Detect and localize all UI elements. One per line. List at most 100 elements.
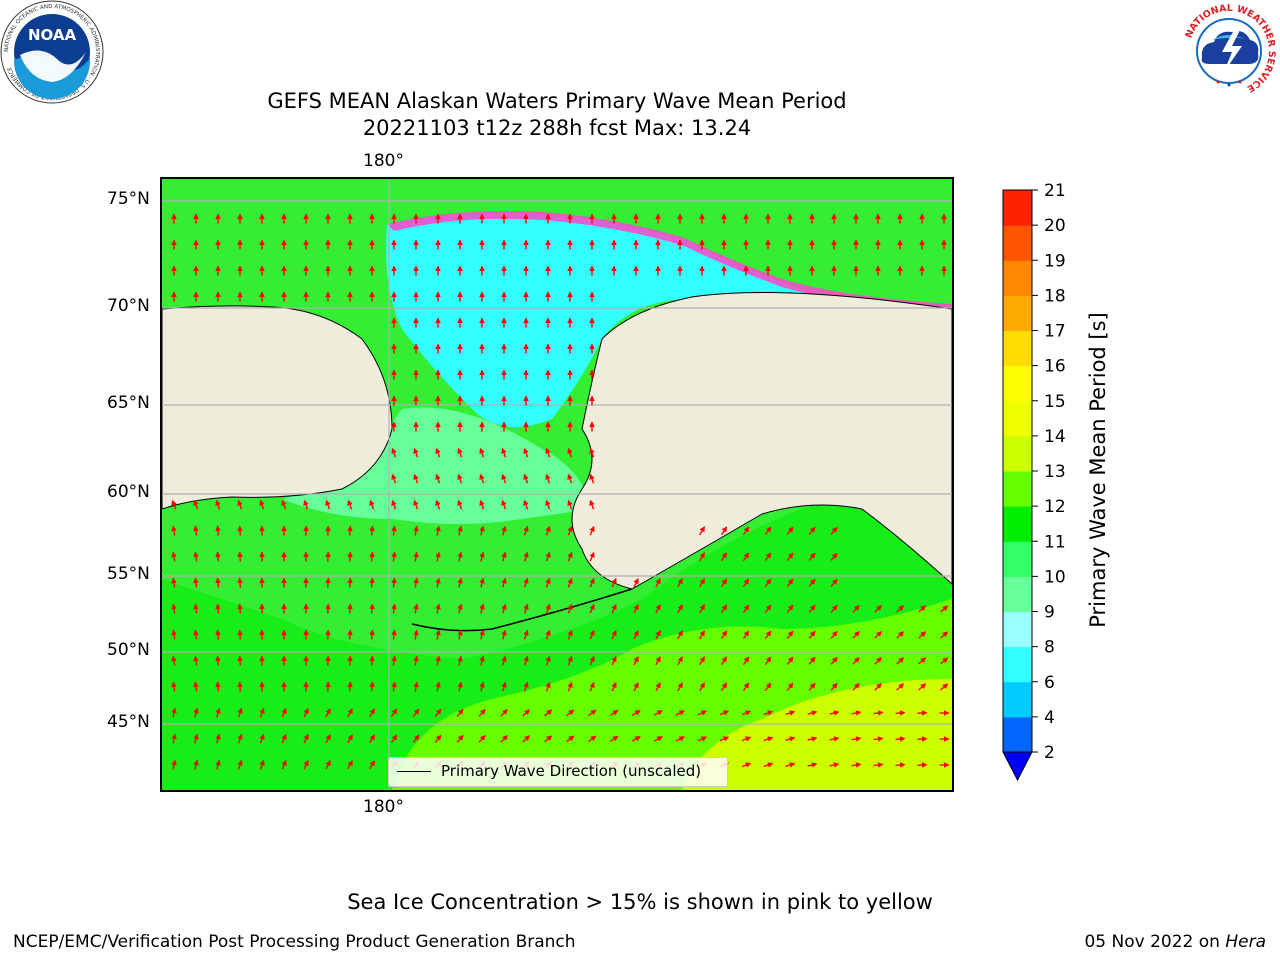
sea-ice-note: Sea Ice Concentration > 15% is shown in … — [347, 890, 933, 914]
wave-arrow — [523, 551, 529, 562]
wave-arrow — [281, 499, 287, 510]
wave-arrow — [391, 525, 397, 536]
wave-arrow — [697, 736, 708, 742]
wave-arrow — [545, 499, 551, 510]
wave-arrow — [303, 499, 309, 510]
graticule — [162, 179, 952, 790]
wave-arrow — [215, 525, 221, 536]
wave-arrow — [523, 629, 529, 640]
wave-arrow — [830, 604, 838, 613]
wave-arrow — [171, 551, 177, 562]
wave-arrow — [369, 734, 375, 744]
colorbar-swatch — [1003, 646, 1032, 683]
wave-arrow — [544, 709, 553, 717]
wave-arrow — [237, 577, 243, 588]
wave-arrow — [325, 759, 331, 770]
wave-arrow — [633, 655, 639, 666]
wave-arrow — [435, 577, 441, 588]
wave-arrow — [391, 499, 397, 510]
wave-arrow — [741, 710, 752, 716]
wave-arrow — [325, 499, 331, 510]
wave-arrow — [215, 629, 221, 640]
wave-arrow — [523, 577, 529, 588]
wave-arrow — [435, 629, 441, 640]
wave-arrow — [347, 760, 353, 770]
wave-arrow — [413, 447, 419, 458]
wave-arrow — [655, 682, 661, 692]
wave-arrow — [325, 733, 331, 744]
wave-arrow — [369, 655, 375, 666]
wave-arrow — [895, 710, 906, 716]
wave-arrow — [501, 681, 507, 692]
wave-arrow — [523, 525, 529, 536]
wave-arrow — [193, 733, 199, 744]
colorbar-label: Primary Wave Mean Period [s] — [1086, 312, 1110, 628]
wave-arrow — [369, 525, 375, 536]
wave-arrow — [851, 736, 862, 742]
wave-arrow — [851, 762, 862, 768]
wave-arrow — [391, 577, 397, 588]
wave-arrow — [896, 683, 905, 691]
wave-arrow — [852, 656, 860, 665]
wave-arrow — [391, 551, 397, 562]
map-legend: Primary Wave Direction (unscaled) — [388, 757, 728, 787]
wave-arrow — [391, 603, 397, 614]
colorbar-tick-label: 6 — [1044, 673, 1055, 693]
wave-arrow — [545, 577, 551, 588]
colorbar-swatch — [1003, 330, 1032, 367]
colorbar-swatch — [1003, 400, 1032, 437]
wave-arrow — [171, 577, 177, 588]
wave-arrow — [412, 734, 420, 744]
wave-arrow — [391, 473, 397, 484]
colorbar-extend-triangle — [1002, 751, 1033, 782]
legend-line-swatch — [397, 771, 431, 772]
wave-arrow — [699, 578, 705, 588]
wave-arrow — [435, 447, 441, 458]
wave-arrow — [566, 709, 575, 717]
lat-label-45n: 45°N — [107, 712, 150, 732]
wave-arrow — [237, 733, 243, 744]
wave-arrow — [171, 655, 177, 666]
wave-arrow — [764, 526, 772, 536]
wave-arrow — [852, 604, 860, 613]
footer-date: 05 Nov 2022 on Hera — [1084, 932, 1266, 952]
wave-arrow — [545, 473, 551, 484]
wave-arrow — [741, 762, 752, 768]
wave-arrow — [655, 604, 661, 614]
colorbar-tick-label: 21 — [1044, 181, 1066, 201]
colorbar-tick-label: 19 — [1044, 251, 1066, 271]
wave-arrow — [479, 577, 485, 588]
wave-arrow — [807, 710, 818, 716]
wave-arrow — [719, 736, 730, 742]
colorbar-tick-label: 4 — [1044, 708, 1055, 728]
wave-arrow — [699, 526, 705, 536]
wave-arrow — [918, 631, 927, 639]
wave-arrow — [567, 551, 573, 562]
wave-arrow — [896, 605, 905, 613]
colorbar-tick-label: 18 — [1044, 286, 1066, 306]
wave-arrow — [501, 447, 507, 458]
wave-arrow — [742, 656, 750, 666]
wave-arrow — [479, 681, 485, 692]
colorbar-swatches — [1002, 189, 1033, 753]
wave-arrow — [193, 577, 199, 588]
wave-arrow — [347, 577, 353, 588]
wave-arrow — [545, 525, 551, 536]
wave-arrow — [479, 603, 485, 614]
wave-arrow — [325, 707, 331, 718]
wave-arrow — [545, 447, 551, 458]
wave-arrow — [719, 710, 730, 716]
wave-arrow — [478, 734, 486, 743]
wave-arrow — [830, 630, 838, 639]
wave-arrow — [699, 604, 705, 614]
wave-arrow — [720, 656, 728, 666]
wave-arrow — [457, 577, 463, 588]
wave-arrow — [237, 551, 243, 562]
colorbar-swatch — [1003, 681, 1032, 718]
wave-arrow — [544, 735, 553, 743]
colorbar-swatch — [1003, 260, 1032, 296]
wave-arrow — [611, 629, 617, 640]
wave-arrow — [785, 736, 796, 742]
wave-arrow — [655, 578, 661, 588]
colorbar-tick-label: 14 — [1044, 427, 1066, 447]
